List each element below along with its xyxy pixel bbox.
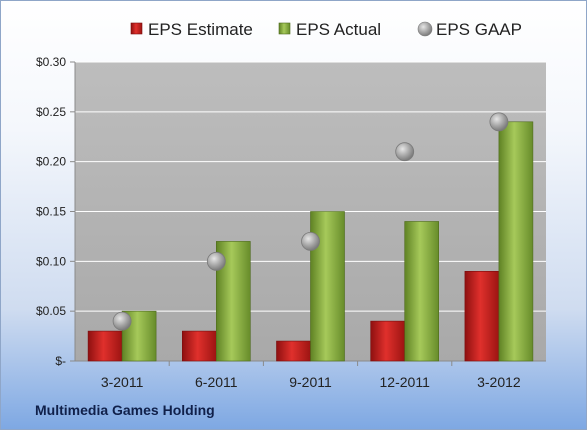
bar-eps-estimate <box>182 330 217 362</box>
x-tick-label: 3-2011 <box>101 374 144 390</box>
y-tick-label: $0.30 <box>36 55 66 69</box>
legend-label: EPS GAAP <box>436 20 522 39</box>
company-name: Multimedia Games Holding <box>35 402 215 418</box>
bar-eps-estimate <box>464 270 500 362</box>
marker-eps-gaap <box>489 112 509 132</box>
marker-eps-gaap <box>301 231 320 251</box>
plot-area: $- $0.05 $0.10 $0.15 $0.20 $0.25 $0.30 3-2011 6-… <box>36 55 546 390</box>
y-tick-label: $0.15 <box>36 205 66 219</box>
y-tick-label: $0.10 <box>36 254 66 268</box>
y-tick-label: $0.05 <box>36 304 66 318</box>
bar-eps-actual <box>404 221 440 362</box>
bar-eps-estimate <box>87 330 123 362</box>
legend-swatch-eps-estimate <box>130 22 143 35</box>
bar-eps-estimate <box>276 340 311 362</box>
y-tick-label: $0.20 <box>36 155 66 169</box>
marker-eps-gaap <box>206 251 226 271</box>
y-tick-label: $0.25 <box>36 105 66 119</box>
marker-eps-gaap <box>112 311 132 331</box>
legend-label: EPS Actual <box>296 20 381 39</box>
x-tick-label: 3-2012 <box>477 374 521 390</box>
y-tick-label: $- <box>55 354 66 368</box>
x-tick-label: 12-2011 <box>380 374 431 390</box>
legend: EPS Estimate EPS Actual EPS GAAP <box>130 20 522 39</box>
marker-eps-gaap <box>395 142 415 162</box>
legend-swatch-eps-gaap <box>417 21 433 37</box>
x-tick-label: 9-2011 <box>289 374 332 390</box>
bar-eps-estimate <box>370 320 406 362</box>
legend-label: EPS Estimate <box>148 20 253 39</box>
x-tick-label: 6-2011 <box>195 374 238 390</box>
bar-eps-actual <box>498 121 534 362</box>
legend-swatch-eps-actual <box>278 22 291 35</box>
